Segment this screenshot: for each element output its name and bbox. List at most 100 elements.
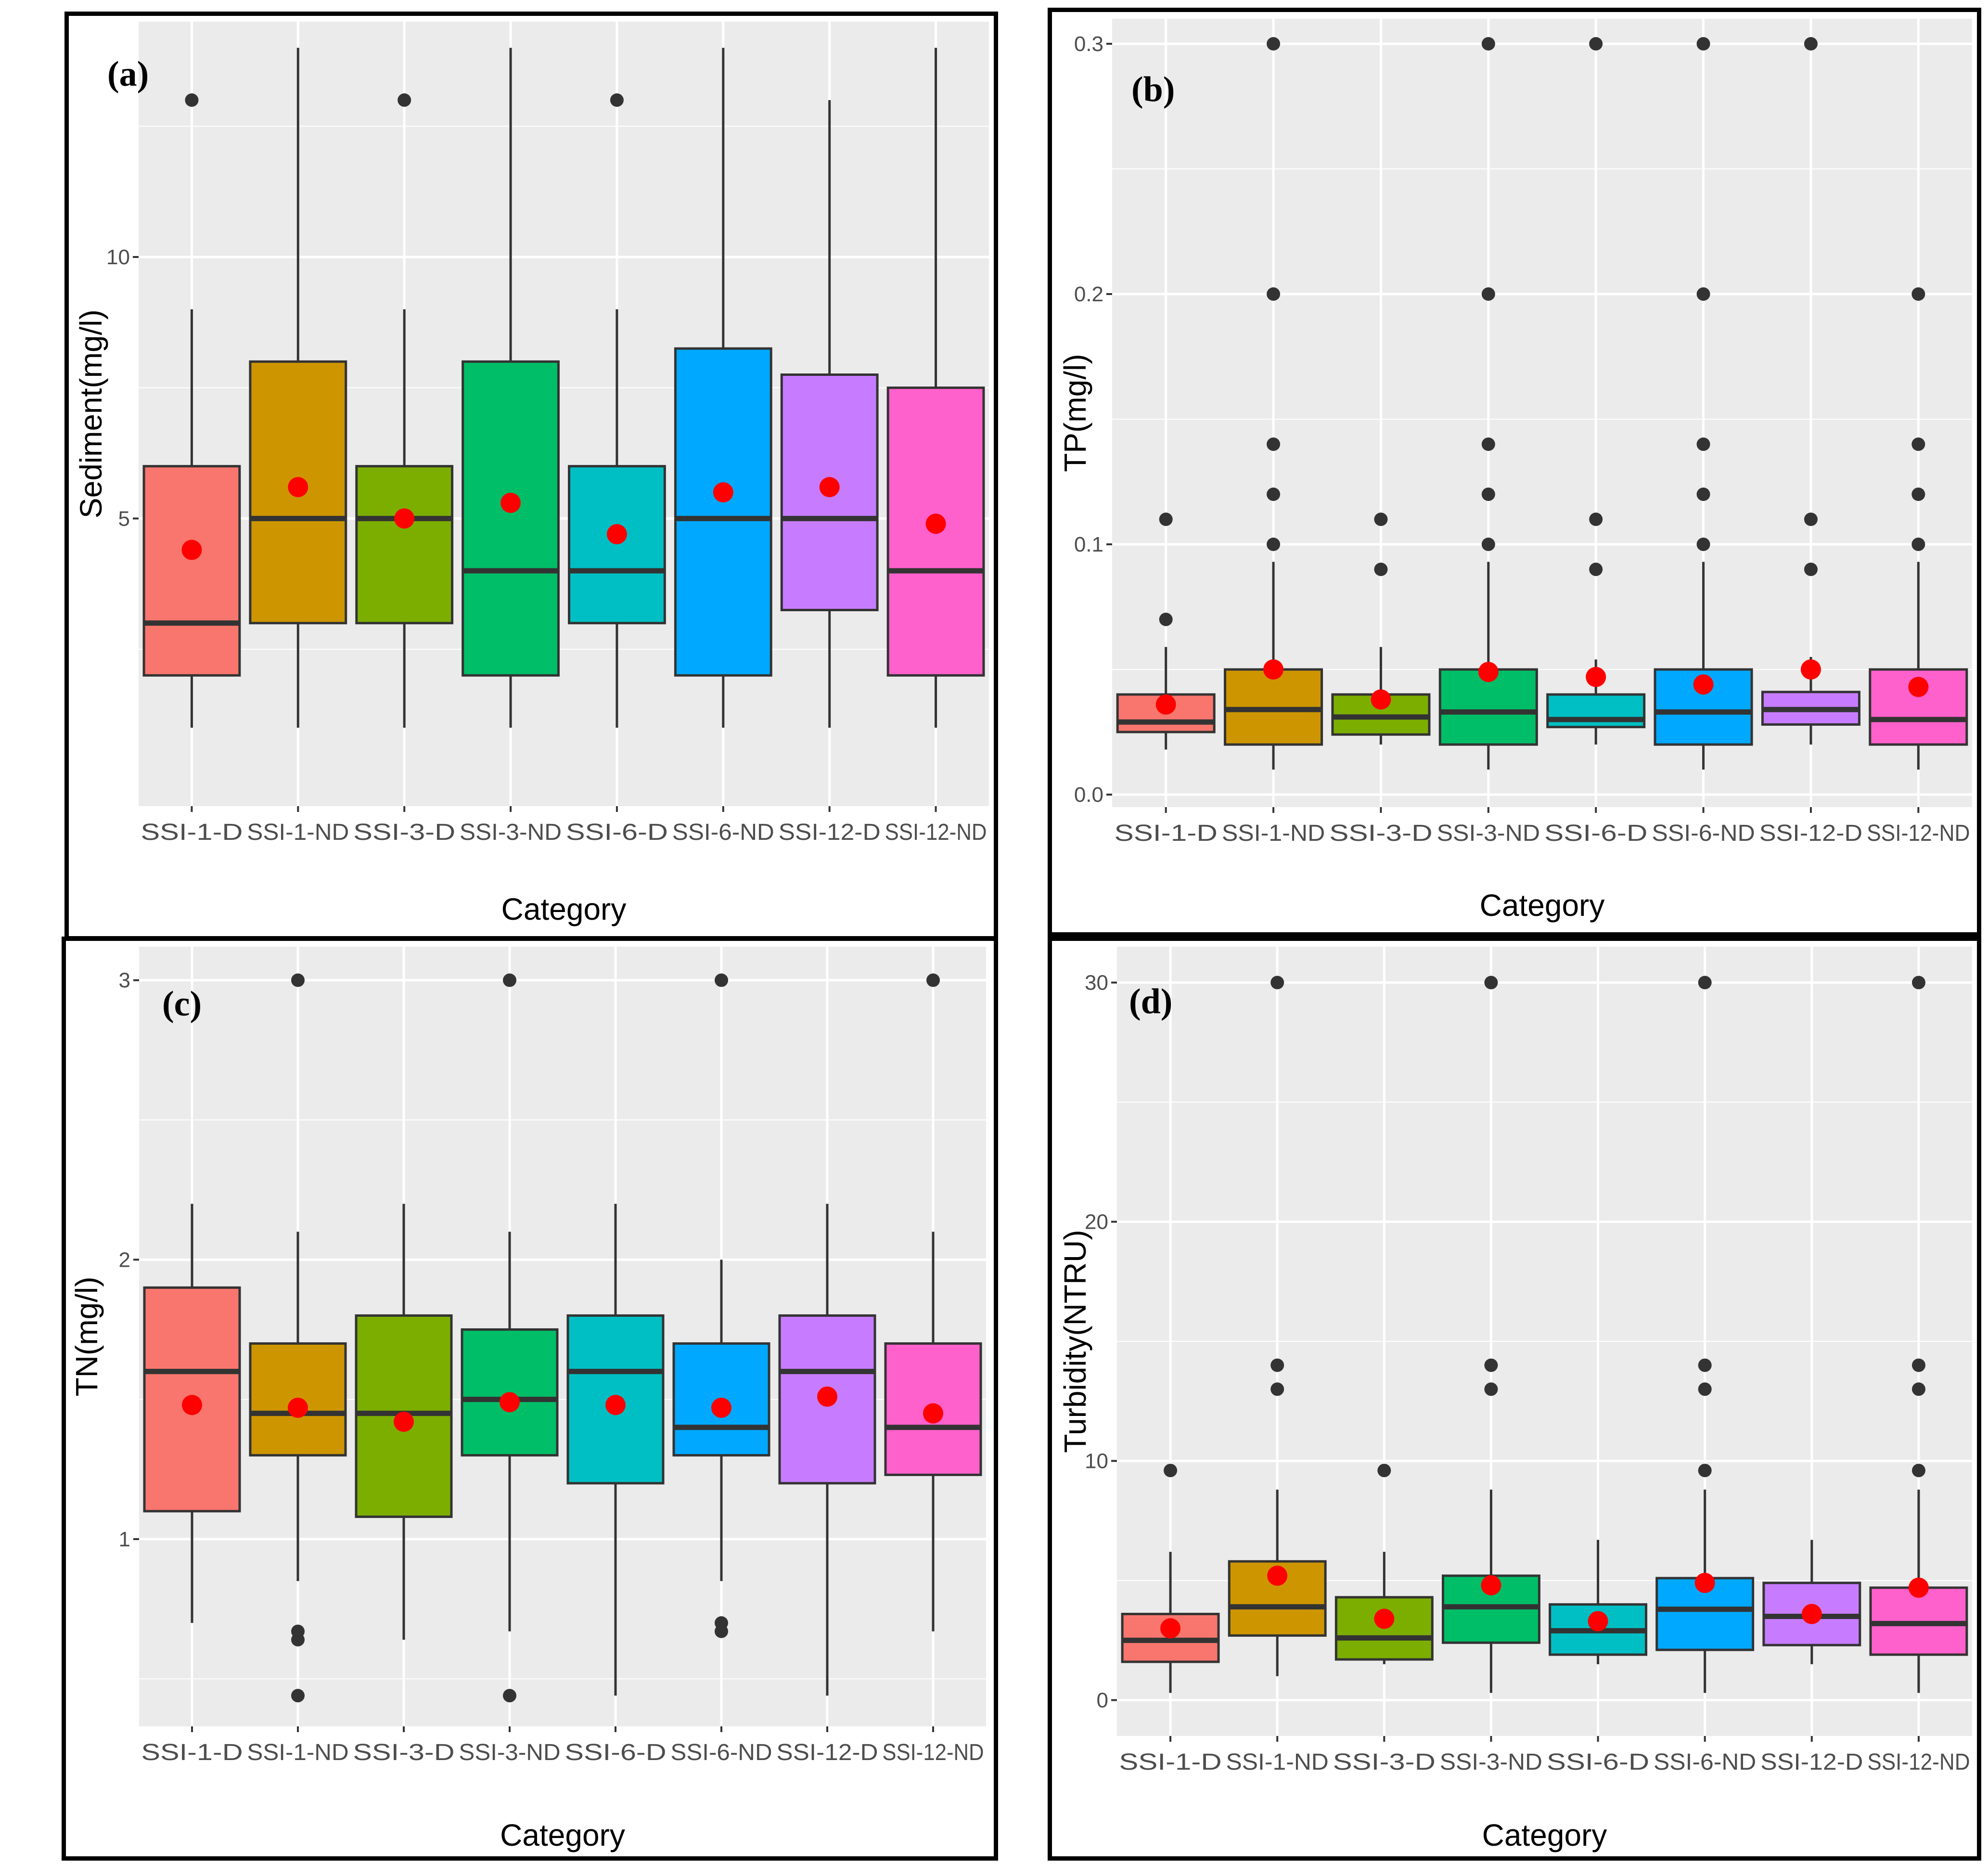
x-tick-label: SSI-6-D <box>566 820 668 845</box>
x-tick-label: SSI-3-D <box>353 820 455 845</box>
outlier-point <box>1481 37 1495 51</box>
outlier-point <box>1589 513 1603 526</box>
y-axis-ticks: 1 2 3 <box>119 969 139 1551</box>
outlier-point <box>1484 1382 1498 1396</box>
outlier-point <box>1911 976 1925 990</box>
outlier-point <box>1481 488 1495 501</box>
y-tick-label: 0.1 <box>1074 533 1103 556</box>
outlier-point <box>1911 287 1925 301</box>
box-SSI-12-D <box>780 100 879 728</box>
y-tick-label: 2 <box>119 1248 130 1272</box>
outlier-point <box>1267 488 1281 501</box>
outlier-point <box>1911 538 1925 551</box>
outlier-point <box>1804 513 1818 526</box>
y-axis-title: Turbidity(NTRU) <box>1058 1230 1092 1453</box>
outlier-point <box>1696 37 1710 51</box>
y-axis-ticks: 0.0 0.1 0.2 0.3 <box>1074 32 1112 807</box>
mean-point <box>288 477 308 498</box>
outlier-point <box>1696 287 1710 301</box>
boxes <box>142 48 985 728</box>
x-axis-ticks: SSI-1-D SSI-1-ND SSI-3-D SSI-3-ND SSI-6-D SSI… <box>1114 807 1970 846</box>
outlier-point <box>1484 1358 1498 1372</box>
outlier-point <box>1484 976 1498 990</box>
mean-point <box>1478 662 1499 682</box>
outlier-point <box>291 1689 305 1703</box>
outlier-point <box>1696 488 1710 501</box>
boxes <box>1121 976 1968 1693</box>
x-tick-label: SSI-1-D <box>141 1740 243 1765</box>
box-SSI-12-D <box>1761 37 1860 745</box>
x-tick-label: SSI-12-D <box>779 820 881 845</box>
x-tick-label: SSI-6-D <box>1544 821 1647 846</box>
outlier-point <box>1698 1464 1712 1478</box>
y-axis-title: TN(mg/l) <box>69 1277 104 1397</box>
x-tick-label: SSI-6-D <box>564 1740 666 1765</box>
box-SSI-6-D <box>1549 1540 1648 1664</box>
box-SSI-12-ND <box>884 973 982 1632</box>
outlier-point <box>1696 538 1710 551</box>
x-axis-title: Category <box>1482 1818 1607 1852</box>
outlier-point <box>1270 1358 1284 1372</box>
outlier-point <box>1911 1358 1925 1372</box>
outlier-point <box>1159 613 1173 626</box>
x-tick-label: SSI-3-D <box>353 1740 454 1765</box>
outlier-point <box>1696 437 1710 451</box>
mean-point <box>923 1403 943 1424</box>
x-tick-label: SSI-1-ND <box>1222 821 1325 846</box>
mean-point <box>711 1398 731 1418</box>
box-SSI-3-D <box>355 1204 453 1640</box>
mean-point <box>1801 1604 1822 1624</box>
mean-point <box>181 540 202 560</box>
box-body <box>355 465 454 625</box>
box-SSI-3-D <box>1334 1464 1434 1664</box>
outlier-point <box>291 1624 305 1638</box>
box-SSI-1-ND <box>249 973 347 1703</box>
box-body <box>462 360 560 677</box>
box-SSI-1-D <box>142 93 241 728</box>
y-tick-label: 1 <box>119 1528 130 1551</box>
x-tick-label: SSI-12-D <box>776 1740 878 1765</box>
outlier-point <box>185 93 199 107</box>
mean-point <box>1371 689 1391 710</box>
x-tick-label: SSI-6-ND <box>670 1740 772 1765</box>
box-SSI-1-D <box>143 1204 241 1623</box>
outlier-point <box>1698 976 1712 990</box>
box-SSI-3-ND <box>1441 976 1540 1693</box>
x-tick-label: SSI-6-ND <box>672 820 774 845</box>
box-body <box>142 465 241 677</box>
outlier-point <box>291 973 305 987</box>
x-axis-ticks: SSI-1-D SSI-1-ND SSI-3-D SSI-3-ND SSI-6-D SSI… <box>1119 1736 1970 1775</box>
mean-point <box>1155 694 1176 715</box>
x-axis-title: Category <box>501 892 627 926</box>
chart-svg-a: 510 SSI-1-D SSI-1-ND SSI-3-D SSI-3-ND SSI-6-… <box>74 22 989 926</box>
outlier-point <box>715 973 728 987</box>
mean-point <box>925 514 946 534</box>
mean-point <box>1800 659 1821 680</box>
panel-label: (d) <box>1129 982 1172 1021</box>
x-axis-ticks: SSI-1-D SSI-1-ND SSI-3-D SSI-3-ND SSI-6-D SSI… <box>141 1726 984 1765</box>
chart-panel-a: 5 10 SSI-1-D SSI-1-ND SSI-3-D SSI-3-ND SSI-6-… <box>64 12 998 940</box>
mean-point <box>606 524 627 544</box>
box-SSI-12-ND <box>1869 976 1968 1693</box>
mean-point <box>394 1412 414 1432</box>
box-SSI-3-ND <box>1438 37 1538 770</box>
mean-point <box>182 1395 202 1415</box>
boxes <box>143 973 982 1703</box>
x-axis-ticks: SSI-1-D SSI-1-ND SSI-3-D SSI-3-ND SSI-6-D SSI… <box>141 806 987 845</box>
y-tick-label: 0.0 <box>1074 783 1103 807</box>
box-SSI-12-D <box>778 1204 876 1696</box>
box-SSI-3-ND <box>461 973 559 1703</box>
outlier-point <box>1481 287 1495 301</box>
box-SSI-3-ND <box>462 48 560 728</box>
y-tick-label: 20 <box>1085 1210 1108 1234</box>
box-SSI-1-ND <box>249 48 347 728</box>
x-tick-label: SSI-3-ND <box>1440 1749 1542 1775</box>
x-axis-title: Category <box>500 1818 625 1852</box>
mean-point <box>819 477 840 498</box>
box-body <box>143 1286 241 1513</box>
chart-svg-c: 123 SSI-1-D SSI-1-ND SSI-3-D SSI-3-ND SSI-6-… <box>69 947 986 1852</box>
outlier-point <box>1377 1464 1391 1478</box>
box-SSI-1-D <box>1116 513 1216 750</box>
outlier-point <box>1481 538 1495 551</box>
